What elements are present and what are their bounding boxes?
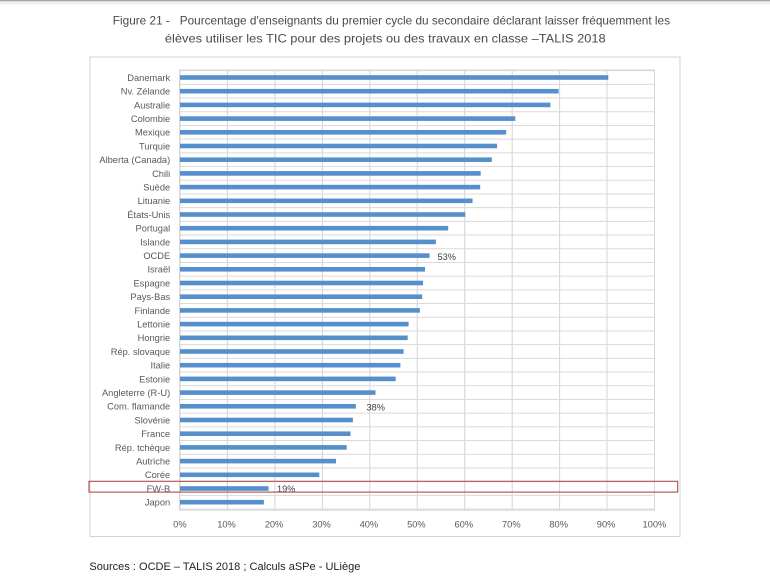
svg-text:60%: 60% <box>454 520 473 530</box>
svg-text:19%: 19% <box>277 484 295 494</box>
svg-text:Islande: Islande <box>140 237 170 247</box>
svg-text:Rép. tchèque: Rép. tchèque <box>115 443 170 453</box>
svg-text:80%: 80% <box>549 520 568 530</box>
svg-text:Sources : OCDE – TALIS 2018 ;: Sources : OCDE – TALIS 2018 ; Calculs aS… <box>89 561 360 573</box>
svg-text:20%: 20% <box>265 520 284 530</box>
svg-text:OCDE: OCDE <box>143 251 170 261</box>
svg-text:élèves utiliser les TIC pour d: élèves utiliser les TIC pour des projets… <box>165 32 606 46</box>
svg-text:Suède: Suède <box>143 183 170 193</box>
svg-text:Com. flamande: Com. flamande <box>107 402 170 412</box>
svg-text:100%: 100% <box>643 520 667 530</box>
svg-text:Israël: Israël <box>147 265 170 275</box>
svg-text:Hongrie: Hongrie <box>138 333 171 343</box>
svg-text:Colombie: Colombie <box>131 114 170 124</box>
svg-text:Turquie: Turquie <box>139 141 170 151</box>
svg-text:FW-B: FW-B <box>147 484 171 494</box>
svg-text:Slovénie: Slovénie <box>135 415 171 425</box>
svg-text:38%: 38% <box>367 402 385 412</box>
svg-text:Italie: Italie <box>151 361 171 371</box>
svg-text:Nv. Zélande: Nv. Zélande <box>121 87 170 97</box>
svg-text:Espagne: Espagne <box>133 278 170 288</box>
svg-text:53%: 53% <box>438 252 456 262</box>
svg-text:Corée: Corée <box>145 470 170 480</box>
svg-text:30%: 30% <box>312 520 331 530</box>
svg-text:50%: 50% <box>407 520 426 530</box>
svg-text:10%: 10% <box>217 520 236 530</box>
svg-text:Finlande: Finlande <box>135 306 171 316</box>
svg-text:Alberta (Canada): Alberta (Canada) <box>99 155 170 165</box>
svg-text:France: France <box>141 429 170 439</box>
svg-text:Mexique: Mexique <box>135 128 170 138</box>
svg-text:Japon: Japon <box>145 498 170 508</box>
svg-text:Lettonie: Lettonie <box>137 320 170 330</box>
svg-text:États-Unis: États-Unis <box>127 210 170 220</box>
svg-text:Rép. slovaque: Rép. slovaque <box>111 347 170 357</box>
svg-text:Chili: Chili <box>152 169 170 179</box>
svg-text:Australie: Australie <box>134 100 170 110</box>
svg-text:Figure 21 - Pourcentage d'en: Figure 21 - Pourcentage d'enseignants du… <box>113 14 670 28</box>
svg-text:Portugal: Portugal <box>136 224 171 234</box>
svg-text:Lituanie: Lituanie <box>138 196 171 206</box>
svg-text:Pays-Bas: Pays-Bas <box>130 292 170 302</box>
svg-text:40%: 40% <box>360 520 379 530</box>
svg-text:0%: 0% <box>173 520 186 530</box>
svg-text:70%: 70% <box>502 520 521 530</box>
svg-text:Angleterre (R-U): Angleterre (R-U) <box>102 388 170 398</box>
svg-text:Danemark: Danemark <box>127 73 170 83</box>
svg-text:90%: 90% <box>597 520 616 530</box>
svg-text:Autriche: Autriche <box>136 457 170 467</box>
svg-text:Estonie: Estonie <box>139 374 170 384</box>
